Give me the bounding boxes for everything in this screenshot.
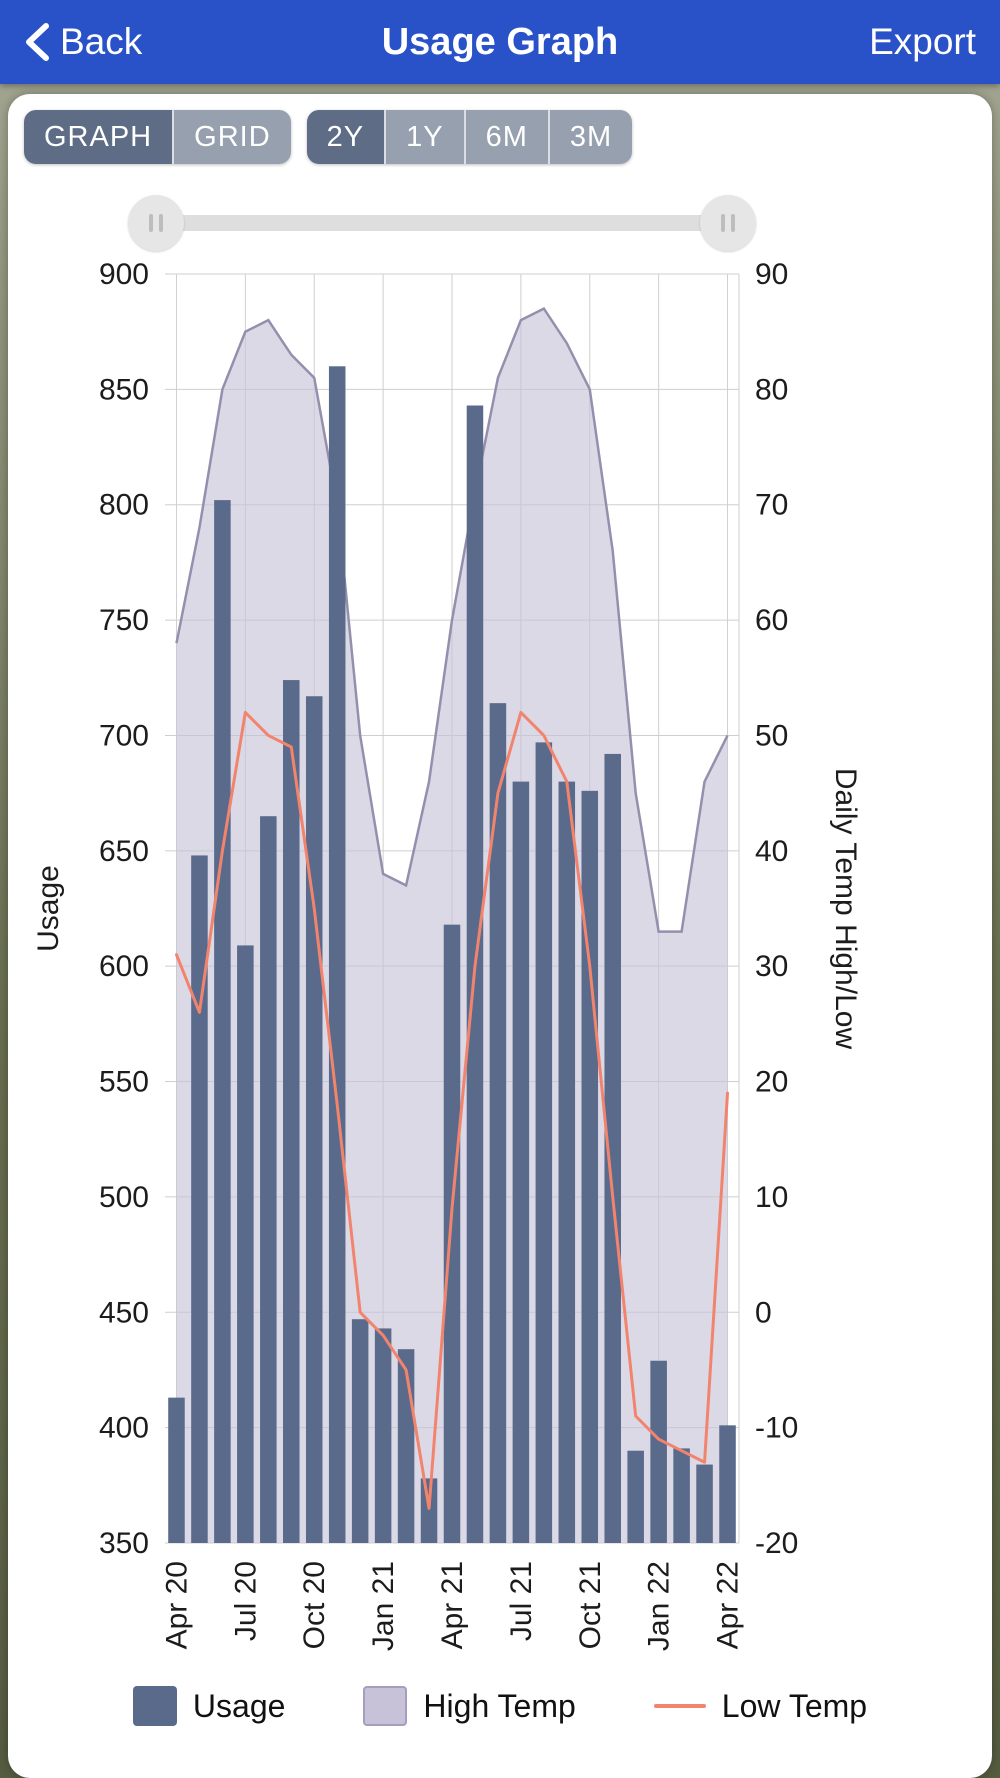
range-toggle-2y[interactable]: 2Y (306, 110, 385, 164)
chart-legend: Usage High Temp Low Temp (8, 1678, 992, 1734)
svg-text:800: 800 (99, 489, 149, 522)
view-toggle-grid[interactable]: GRID (172, 110, 291, 164)
svg-text:50: 50 (755, 719, 788, 752)
view-toggle: GRAPH GRID (24, 110, 291, 164)
range-toggle: 2Y 1Y 6M 3M (306, 110, 633, 164)
usage-legend-swatch (132, 1686, 177, 1726)
svg-text:60: 60 (755, 604, 788, 637)
export-button[interactable]: Export (869, 21, 976, 62)
slider-track[interactable] (154, 215, 730, 231)
slider-handle-left[interactable] (128, 195, 184, 251)
usage-chart[interactable]: 350400450500550600650700750800850900-20-… (8, 256, 992, 1666)
svg-text:20: 20 (755, 1066, 788, 1099)
svg-text:400: 400 (99, 1412, 149, 1445)
low-temp-legend-swatch (653, 1704, 706, 1708)
back-button[interactable]: Back (24, 20, 142, 64)
range-toggle-6m[interactable]: 6M (463, 110, 548, 164)
handle-grip-icon (731, 214, 735, 232)
date-range-slider (128, 194, 756, 252)
svg-text:80: 80 (755, 373, 788, 406)
svg-text:Daily Temp High/Low: Daily Temp High/Low (829, 768, 862, 1050)
svg-text:90: 90 (755, 258, 788, 291)
handle-grip-icon (721, 214, 725, 232)
legend-item-usage: Usage (132, 1686, 286, 1726)
series-usage-bars (168, 366, 736, 1543)
svg-text:500: 500 (99, 1181, 149, 1214)
svg-text:600: 600 (99, 950, 149, 983)
svg-text:-10: -10 (755, 1412, 798, 1445)
controls-row: GRAPH GRID 2Y 1Y 6M 3M (8, 110, 992, 164)
handle-grip-icon (149, 214, 153, 232)
svg-text:Apr 21: Apr 21 (436, 1561, 469, 1649)
svg-text:700: 700 (99, 719, 149, 752)
nav-bar: Back Usage Graph Export (0, 0, 1000, 84)
svg-text:750: 750 (99, 604, 149, 637)
svg-text:10: 10 (755, 1181, 788, 1214)
svg-text:70: 70 (755, 489, 788, 522)
content-card: GRAPH GRID 2Y 1Y 6M 3M 350 400 450 500 550 60… (8, 94, 992, 1778)
legend-item-high-temp: High Temp (363, 1686, 576, 1726)
chart-area: 350 400 450 500 550 600 650 700 750 800 850 900 -20-… (8, 256, 992, 1666)
svg-text:Jan 22: Jan 22 (643, 1561, 676, 1651)
legend-label-high-temp: High Temp (423, 1687, 576, 1724)
legend-label-usage: Usage (192, 1687, 286, 1724)
svg-text:Jul 21: Jul 21 (505, 1561, 538, 1641)
svg-text:30: 30 (755, 950, 788, 983)
legend-label-low-temp: Low Temp (721, 1687, 868, 1724)
high-temp-legend-swatch (363, 1686, 408, 1726)
svg-text:350: 350 (99, 1527, 149, 1560)
svg-text:900: 900 (99, 258, 149, 291)
svg-text:550: 550 (99, 1066, 149, 1099)
svg-text:Oct 20: Oct 20 (298, 1561, 331, 1649)
slider-handle-right[interactable] (700, 195, 756, 251)
svg-text:Apr 20: Apr 20 (160, 1561, 193, 1649)
svg-text:40: 40 (755, 835, 788, 868)
legend-item-low-temp: Low Temp (653, 1687, 868, 1725)
svg-text:Jul 20: Jul 20 (229, 1561, 262, 1641)
svg-text:0: 0 (755, 1296, 772, 1329)
svg-text:450: 450 (99, 1296, 149, 1329)
view-toggle-graph[interactable]: GRAPH (24, 110, 173, 164)
back-chevron-icon (26, 23, 49, 61)
svg-text:650: 650 (99, 835, 149, 868)
axis-labels: 350400450500550600650700750800850900-20-… (32, 258, 862, 1651)
svg-text:850: 850 (99, 373, 149, 406)
range-toggle-3m[interactable]: 3M (547, 110, 633, 164)
svg-text:Oct 21: Oct 21 (574, 1561, 607, 1649)
svg-text:Jan 21: Jan 21 (367, 1561, 400, 1651)
handle-grip-icon (159, 214, 163, 232)
svg-text:Apr 22: Apr 22 (712, 1561, 745, 1649)
page-title: Usage Graph (381, 20, 619, 63)
series-low-temp-line (174, 710, 730, 1510)
svg-text:-20: -20 (755, 1527, 798, 1560)
range-toggle-1y[interactable]: 1Y (384, 110, 464, 164)
back-button-label: Back (60, 21, 143, 62)
svg-text:Usage: Usage (32, 865, 65, 952)
